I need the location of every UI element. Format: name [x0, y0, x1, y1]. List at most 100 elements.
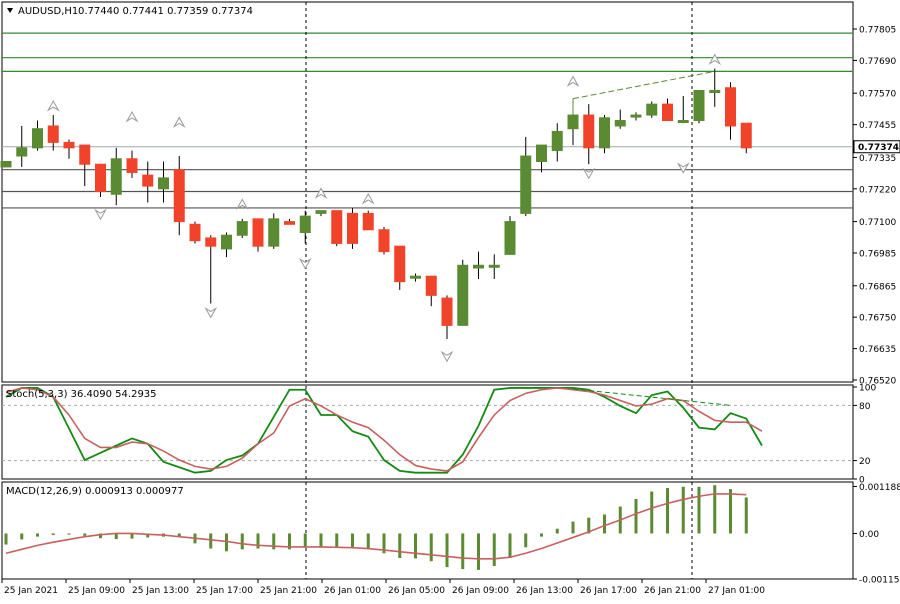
macd-histogram-bar [4, 533, 8, 545]
time-axis-label: 26 Jan 13:00 [516, 586, 573, 596]
bullish-candle [315, 210, 327, 214]
stoch-pane-frame [1, 384, 854, 480]
macd-histogram-bar [99, 533, 102, 539]
fractal-down-arrow-icon [298, 257, 312, 270]
time-axis-label: 26 Jan 05:00 [388, 586, 445, 596]
bullish-candle [504, 221, 516, 255]
macd-histogram-bar [713, 485, 717, 534]
bearish-candle [189, 223, 201, 242]
bearish-candle [740, 122, 752, 149]
fractal-up-arrow-icon [361, 192, 375, 205]
time-axis-label: 26 Jan 17:00 [580, 586, 637, 596]
current-price-tag [853, 140, 900, 154]
macd-histogram-bar [571, 521, 575, 534]
stoch-axis-label: 0 [859, 476, 865, 486]
bearish-candle [47, 125, 59, 143]
bearish-candle [173, 169, 185, 223]
macd-pane-frame [1, 481, 854, 580]
macd-axis-label: 0.00 [859, 530, 879, 540]
stoch-axis-label: 20 [859, 457, 871, 467]
bullish-candle [599, 117, 610, 149]
time-axis-label: 27 Jan 01:00 [708, 586, 765, 596]
macd-histogram-bar [225, 533, 228, 552]
stoch-indicator-label: Stoch(5,3,3) 36.4090 54.2935 [6, 389, 157, 400]
time-axis-label: 25 Jan 2021 [4, 586, 58, 596]
price-axis-label: 0.77220 [859, 185, 896, 195]
time-axis-label: 25 Jan 17:00 [196, 586, 253, 596]
macd-histogram-bar [272, 533, 276, 550]
macd-histogram-bar [445, 533, 449, 568]
bullish-candle [0, 160, 12, 168]
macd-axis-label: -0.00115 [859, 576, 899, 586]
stoch-axis-label: 80 [859, 402, 871, 412]
macd-histogram-bar [429, 533, 433, 562]
bullish-candle [551, 130, 563, 152]
bullish-candle [221, 234, 232, 250]
dropdown-triangle-icon[interactable] [7, 8, 13, 13]
price-axis-label: 0.77570 [859, 90, 896, 100]
macd-histogram-bar [666, 487, 669, 534]
time-axis-label: 26 Jan 21:00 [644, 586, 701, 596]
macd-histogram-bar [209, 533, 213, 549]
macd-histogram-bar [508, 533, 512, 559]
bullish-candle [299, 215, 311, 234]
macd-histogram-bar [477, 533, 480, 570]
bearish-candle [362, 212, 374, 231]
macd-histogram-bar [603, 514, 606, 534]
macd-indicator-label: MACD(12,26,9) 0.000913 0.000977 [6, 486, 184, 497]
price-axis-label: 0.77805 [859, 26, 896, 36]
macd-histogram-bar [335, 533, 339, 548]
bullish-candle [16, 147, 28, 157]
price-axis-label: 0.77455 [859, 121, 896, 131]
macd-histogram-bar [681, 486, 685, 534]
bearish-candle [95, 163, 106, 193]
symbol-label: AUDUSD,H1 [18, 6, 78, 17]
macd-histogram-bar [524, 533, 528, 548]
bullish-candle [473, 264, 484, 269]
price-axis-label: 0.76635 [859, 345, 896, 355]
macd-histogram-bar [83, 533, 87, 536]
bearish-candle [662, 103, 673, 122]
bearish-candle [331, 210, 343, 244]
macd-histogram-bar [20, 533, 24, 540]
fractal-down-arrow-icon [94, 208, 107, 221]
stoch-main-line [5, 387, 763, 474]
macd-histogram-bar [366, 533, 370, 550]
bearish-candle [284, 221, 295, 225]
macd-histogram-bar [587, 517, 591, 534]
time-axis-label: 26 Jan 01:00 [324, 586, 381, 596]
bullish-candle [630, 114, 642, 118]
macd-histogram-bar [398, 533, 402, 559]
price-axis-label: 0.76520 [859, 377, 896, 387]
bullish-candle [236, 221, 248, 236]
macd-histogram-bar [288, 533, 291, 550]
macd-histogram-bar [256, 533, 260, 549]
bullish-candle [614, 120, 626, 127]
bullish-candle [536, 144, 547, 162]
price-axis-label: 0.77335 [859, 154, 896, 164]
bearish-candle [126, 158, 138, 173]
current-price-tag-label: 0.77374 [858, 143, 899, 153]
macd-histogram-bar [697, 486, 701, 534]
macd-histogram-bar [650, 491, 654, 534]
bearish-candle [441, 297, 453, 326]
bullish-candle [158, 177, 169, 190]
fractal-down-arrow-icon [582, 167, 596, 180]
macd-histogram-bar [540, 533, 543, 537]
macd-histogram-bar [744, 497, 748, 534]
macd-histogram-bar [729, 489, 732, 534]
bearish-candle [347, 212, 358, 244]
fractal-up-arrow-icon [708, 53, 722, 66]
trend-line [572, 70, 715, 100]
bearish-candle [79, 144, 91, 165]
bearish-candle [378, 229, 390, 253]
fractal-down-arrow-icon [204, 307, 218, 319]
macd-histogram-bar [67, 533, 71, 535]
macd-axis-label: 0.001188 [859, 483, 900, 493]
fractal-down-arrow-icon [676, 162, 690, 174]
macd-histogram-bar [319, 533, 323, 548]
price-axis-label: 0.76750 [859, 314, 896, 324]
bearish-candle [425, 275, 437, 296]
bullish-candle [410, 275, 421, 279]
